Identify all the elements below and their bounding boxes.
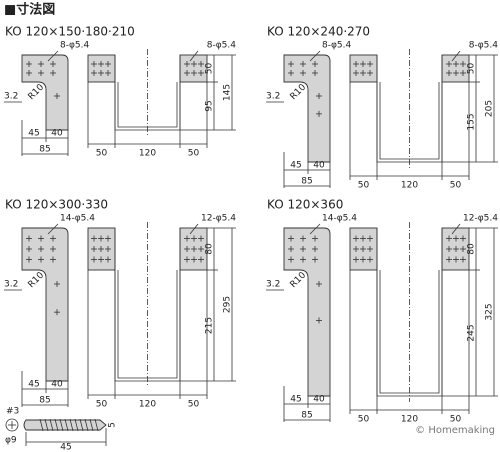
credit: © Homemaking xyxy=(415,425,495,436)
line xyxy=(189,223,199,235)
dim-label: 50 xyxy=(450,181,462,191)
dim-label: 50 xyxy=(188,149,200,159)
dim-label: 50 xyxy=(205,63,215,75)
hole-label: 12-φ5.4 xyxy=(463,214,498,224)
line xyxy=(189,50,199,62)
dim-label: 50 xyxy=(96,400,108,410)
dim-label: 40 xyxy=(51,129,63,139)
line xyxy=(89,418,94,432)
dim-label: 145 xyxy=(223,84,233,101)
dim-label: 85 xyxy=(301,411,312,421)
screw-head-label: φ9 xyxy=(5,436,17,446)
dim-label: 295 xyxy=(223,296,233,313)
radius-label: R10 xyxy=(289,82,309,102)
dim-label: 50 xyxy=(188,400,200,410)
panel-title: KO 120×240·270 xyxy=(267,25,370,39)
screw-body xyxy=(23,419,107,431)
radius-label: R10 xyxy=(27,270,47,290)
line xyxy=(84,418,89,432)
dim-label: 215 xyxy=(205,317,215,334)
line xyxy=(309,223,321,235)
panel-title: KO 120×300·330 xyxy=(5,198,108,212)
dim-label: 80 xyxy=(205,243,215,255)
dim-label: 245 xyxy=(467,324,477,341)
l-bracket xyxy=(283,227,331,397)
line xyxy=(47,50,59,62)
line xyxy=(59,418,64,432)
hole-label: 8-φ5.4 xyxy=(207,41,236,51)
hole-label: 8-φ5.4 xyxy=(60,41,89,51)
flange xyxy=(87,54,116,83)
dim-label: 45 xyxy=(28,380,39,390)
thickness-label: 3.2 xyxy=(266,92,280,102)
dim-label: 80 xyxy=(467,243,477,255)
thickness-label: 3.2 xyxy=(4,92,18,102)
dim-label: 40 xyxy=(51,380,63,390)
thickness-label: 3.2 xyxy=(266,280,280,290)
dim-label: 120 xyxy=(139,149,156,159)
dim-label: 85 xyxy=(39,145,50,155)
line xyxy=(451,223,461,235)
hole-label: 8-φ5.4 xyxy=(322,41,351,51)
radius-label: R10 xyxy=(27,82,47,102)
dim-label: 50 xyxy=(358,181,370,191)
line xyxy=(74,418,79,432)
dim-label: 85 xyxy=(301,177,312,187)
dim-label: 40 xyxy=(313,161,325,171)
dim-label: 155 xyxy=(467,113,477,130)
hole-label: 14-φ5.4 xyxy=(322,214,357,224)
panel-title: KO 120×150·180·210 xyxy=(5,25,135,39)
screw-length: 45 xyxy=(60,443,71,452)
flange xyxy=(349,54,378,83)
hole-label: 12-φ5.4 xyxy=(201,214,236,224)
line xyxy=(64,418,69,432)
dim-label: 120 xyxy=(401,415,418,425)
line xyxy=(451,50,461,62)
screw-size: #3 xyxy=(6,407,19,417)
flange xyxy=(441,54,470,83)
panel-title: KO 120×360 xyxy=(267,198,343,212)
line xyxy=(47,223,59,235)
dim-label: 50 xyxy=(467,63,477,75)
dim-label: 205 xyxy=(485,100,495,117)
line xyxy=(39,418,44,432)
dim-label: 120 xyxy=(401,181,418,191)
line xyxy=(69,418,74,432)
line xyxy=(54,418,59,432)
line xyxy=(44,418,49,432)
line xyxy=(94,418,99,432)
dim-label: 45 xyxy=(290,395,301,405)
dim-label: 50 xyxy=(96,149,108,159)
line xyxy=(49,418,54,432)
hole-label: 8-φ5.4 xyxy=(469,41,498,51)
line xyxy=(309,50,321,62)
dim-label: 85 xyxy=(39,396,50,406)
radius-label: R10 xyxy=(289,270,309,290)
screw-thread: 5 xyxy=(108,422,118,428)
thickness-label: 3.2 xyxy=(4,280,18,290)
dim-label: 50 xyxy=(450,415,462,425)
flange xyxy=(179,54,208,83)
hole-label: 14-φ5.4 xyxy=(60,214,95,224)
dim-label: 95 xyxy=(205,100,215,111)
dim-label: 45 xyxy=(290,161,301,171)
screw-head xyxy=(5,418,19,432)
dim-label: 45 xyxy=(28,129,39,139)
dim-label: 325 xyxy=(485,303,495,320)
dim-label: 40 xyxy=(313,395,325,405)
page-title: ■寸法図 xyxy=(4,2,55,18)
dim-label: 50 xyxy=(358,415,370,425)
dim-label: 120 xyxy=(139,400,156,410)
line xyxy=(79,418,84,432)
